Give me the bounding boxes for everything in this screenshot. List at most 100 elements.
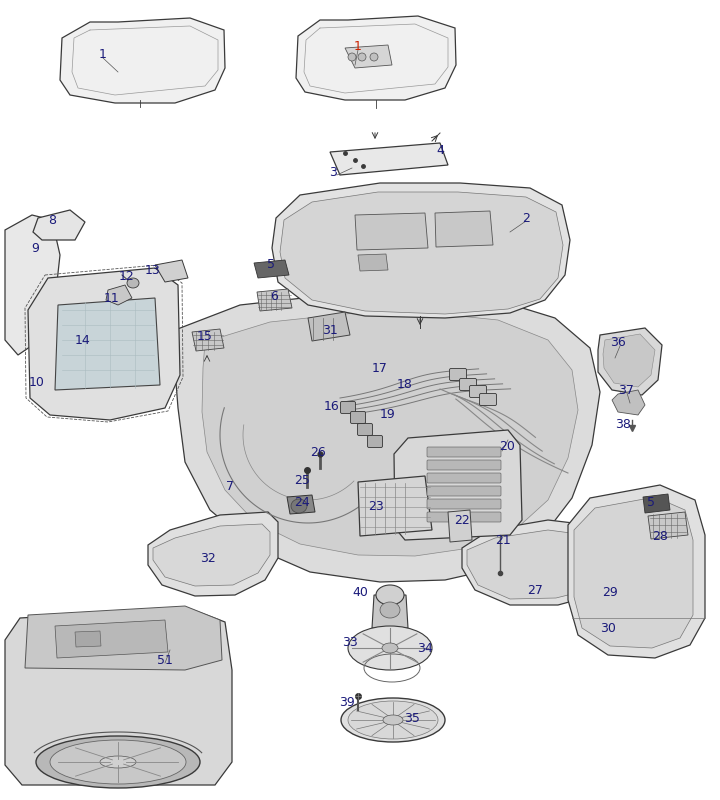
Text: 32: 32 [200,551,216,565]
Polygon shape [345,45,392,68]
Text: 35: 35 [404,711,420,725]
Text: 5: 5 [267,258,275,270]
Polygon shape [603,334,655,387]
Ellipse shape [382,643,398,653]
Text: 27: 27 [527,585,543,598]
FancyBboxPatch shape [427,473,501,483]
Text: 19: 19 [380,409,396,422]
Polygon shape [435,211,493,247]
Text: 9: 9 [31,242,39,254]
Text: 13: 13 [145,265,161,278]
Polygon shape [448,510,472,542]
FancyBboxPatch shape [358,423,372,435]
Text: 16: 16 [324,399,340,413]
Ellipse shape [50,740,186,784]
Text: 5: 5 [647,497,655,510]
Text: 40: 40 [352,586,368,598]
Text: 21: 21 [495,534,511,546]
Ellipse shape [383,715,403,725]
Polygon shape [202,313,578,556]
Text: 29: 29 [602,586,618,598]
Polygon shape [272,183,570,318]
Polygon shape [254,260,289,278]
Polygon shape [55,298,160,390]
Text: 6: 6 [270,290,278,302]
Ellipse shape [376,585,404,605]
Polygon shape [257,289,292,311]
Text: 8: 8 [48,214,56,226]
Polygon shape [462,520,608,605]
FancyBboxPatch shape [351,411,366,423]
Ellipse shape [36,736,200,788]
Text: 33: 33 [342,637,358,650]
FancyBboxPatch shape [469,386,487,398]
Polygon shape [574,497,693,648]
Polygon shape [598,328,662,395]
Text: 26: 26 [310,446,326,458]
Text: 20: 20 [499,441,515,454]
FancyBboxPatch shape [427,499,501,509]
Polygon shape [153,524,270,586]
Text: 37: 37 [618,383,634,397]
Ellipse shape [348,626,432,670]
Text: 51: 51 [157,654,173,666]
Text: 23: 23 [368,501,384,514]
Ellipse shape [100,756,136,768]
Text: 12: 12 [119,270,135,283]
Text: 38: 38 [615,418,631,431]
Ellipse shape [348,53,356,61]
FancyBboxPatch shape [449,369,467,381]
Ellipse shape [127,278,139,288]
Polygon shape [75,631,101,647]
Polygon shape [612,390,645,415]
Polygon shape [296,16,456,100]
Text: 39: 39 [339,695,355,709]
Text: 10: 10 [29,377,45,390]
Polygon shape [155,260,188,282]
Ellipse shape [348,701,438,739]
Ellipse shape [291,499,307,513]
FancyBboxPatch shape [427,512,501,522]
FancyBboxPatch shape [427,447,501,457]
Polygon shape [358,254,388,271]
Text: 30: 30 [600,622,616,634]
Polygon shape [287,495,315,514]
Ellipse shape [370,53,378,61]
Text: 17: 17 [372,362,388,374]
Text: 25: 25 [294,474,310,486]
Text: 2: 2 [522,211,530,225]
Polygon shape [308,312,350,341]
Text: 34: 34 [417,642,433,654]
Polygon shape [28,268,180,420]
Text: 7: 7 [226,481,234,494]
Ellipse shape [358,53,366,61]
FancyBboxPatch shape [341,402,356,414]
Text: 18: 18 [397,378,413,391]
Text: 28: 28 [652,530,668,543]
Polygon shape [148,512,278,596]
FancyBboxPatch shape [427,486,501,496]
Ellipse shape [380,602,400,618]
Polygon shape [280,192,563,314]
Polygon shape [358,476,432,536]
Polygon shape [192,329,224,351]
Text: 36: 36 [610,337,626,350]
Ellipse shape [341,698,445,742]
Polygon shape [394,430,522,540]
Text: 22: 22 [454,514,470,526]
Polygon shape [355,213,428,250]
Polygon shape [330,143,448,175]
Polygon shape [568,485,705,658]
Text: 14: 14 [75,334,91,346]
Polygon shape [5,215,60,355]
Polygon shape [25,606,222,670]
Text: 1: 1 [99,49,107,62]
Text: 3: 3 [329,166,337,178]
Text: 24: 24 [294,497,310,510]
Polygon shape [55,620,168,658]
Text: 31: 31 [322,323,338,337]
Polygon shape [175,293,600,582]
Text: 4: 4 [436,143,444,157]
FancyBboxPatch shape [427,460,501,470]
Text: 1: 1 [354,41,362,54]
